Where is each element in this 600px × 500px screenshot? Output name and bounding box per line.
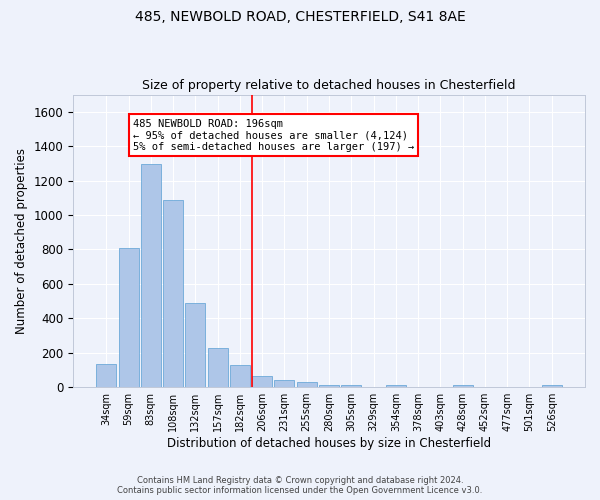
Bar [141, 164, 161, 387]
Bar [208, 348, 227, 387]
Bar [163, 200, 183, 387]
Bar [386, 384, 406, 387]
Bar [96, 364, 116, 387]
Bar [119, 248, 139, 387]
Bar [341, 386, 361, 387]
Bar [274, 380, 295, 387]
Bar [319, 384, 339, 387]
Bar [185, 303, 205, 387]
Text: Contains HM Land Registry data © Crown copyright and database right 2024.
Contai: Contains HM Land Registry data © Crown c… [118, 476, 482, 495]
Bar [452, 386, 473, 387]
Y-axis label: Number of detached properties: Number of detached properties [15, 148, 28, 334]
Bar [542, 386, 562, 387]
Bar [230, 364, 250, 387]
Text: 485, NEWBOLD ROAD, CHESTERFIELD, S41 8AE: 485, NEWBOLD ROAD, CHESTERFIELD, S41 8AE [134, 10, 466, 24]
Title: Size of property relative to detached houses in Chesterfield: Size of property relative to detached ho… [142, 79, 516, 92]
Bar [297, 382, 317, 387]
X-axis label: Distribution of detached houses by size in Chesterfield: Distribution of detached houses by size … [167, 437, 491, 450]
Text: 485 NEWBOLD ROAD: 196sqm
← 95% of detached houses are smaller (4,124)
5% of semi: 485 NEWBOLD ROAD: 196sqm ← 95% of detach… [133, 118, 414, 152]
Bar [252, 376, 272, 387]
